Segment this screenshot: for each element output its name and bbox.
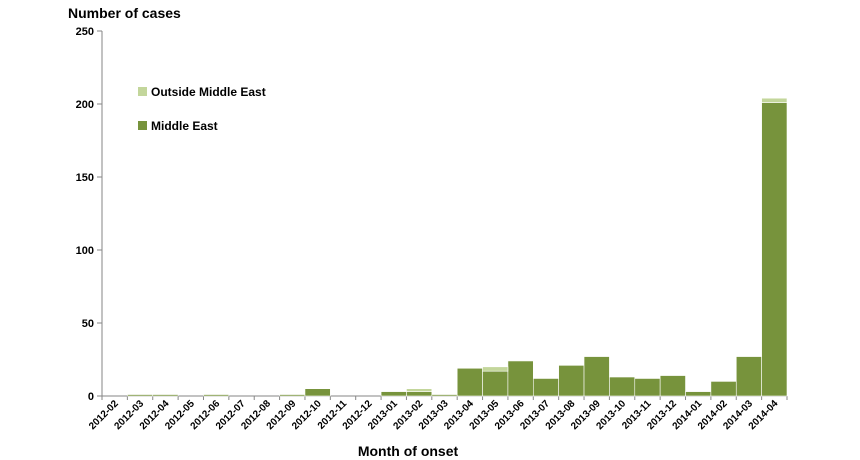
bar-outside-middle-east-2013-05 — [482, 366, 509, 372]
bar-middle-east-2014-04 — [761, 102, 788, 397]
bar-middle-east-2013-09 — [583, 356, 610, 397]
legend-swatch-outside-middle-east — [138, 87, 147, 96]
bar-outside-middle-east-2013-02 — [406, 388, 433, 392]
x-axis: 2012-022012-032012-042012-052012-062012-… — [87, 395, 788, 432]
bar-middle-east-2012-03 — [127, 394, 154, 397]
bars-group — [127, 97, 788, 397]
bar-middle-east-2013-02 — [406, 391, 433, 397]
bar-middle-east-2013-06 — [507, 360, 534, 397]
bar-middle-east-2012-04 — [152, 394, 179, 397]
bar-middle-east-2013-04 — [456, 367, 483, 397]
bar-outside-middle-east-2014-04 — [761, 97, 788, 103]
y-tick-label: 50 — [82, 318, 94, 330]
bar-middle-east-2013-11 — [634, 378, 661, 397]
bar-middle-east-2014-02 — [710, 381, 737, 397]
legend: Outside Middle East Middle East — [138, 85, 266, 133]
bar-middle-east-2013-03 — [431, 394, 458, 397]
bar-middle-east-2013-08 — [558, 365, 585, 397]
bar-middle-east-2014-01 — [685, 391, 712, 397]
bar-middle-east-2013-12 — [659, 375, 686, 397]
x-axis-title: Month of onset — [358, 443, 459, 459]
y-tick-label: 250 — [76, 26, 94, 38]
y-tick-label: 0 — [88, 391, 94, 403]
bar-middle-east-2013-10 — [609, 376, 636, 397]
bar-middle-east-2013-01 — [380, 391, 407, 397]
bar-middle-east-2014-03 — [735, 356, 762, 397]
bar-middle-east-2013-07 — [532, 378, 559, 397]
bar-middle-east-2013-05 — [482, 370, 509, 397]
legend-label: Outside Middle East — [151, 85, 266, 99]
y-axis-title: Number of cases — [68, 5, 181, 21]
legend-label: Middle East — [151, 119, 218, 133]
bar-middle-east-2012-10 — [304, 388, 331, 397]
bar-middle-east-2012-06 — [203, 394, 230, 397]
bar-middle-east-2012-09 — [279, 394, 306, 397]
y-axis: 0 50 100 150 200 250 — [76, 26, 103, 403]
y-tick-label: 200 — [76, 99, 94, 111]
y-tick-label: 150 — [76, 172, 94, 184]
legend-swatch-middle-east — [138, 121, 147, 130]
y-tick-label: 100 — [76, 245, 94, 257]
